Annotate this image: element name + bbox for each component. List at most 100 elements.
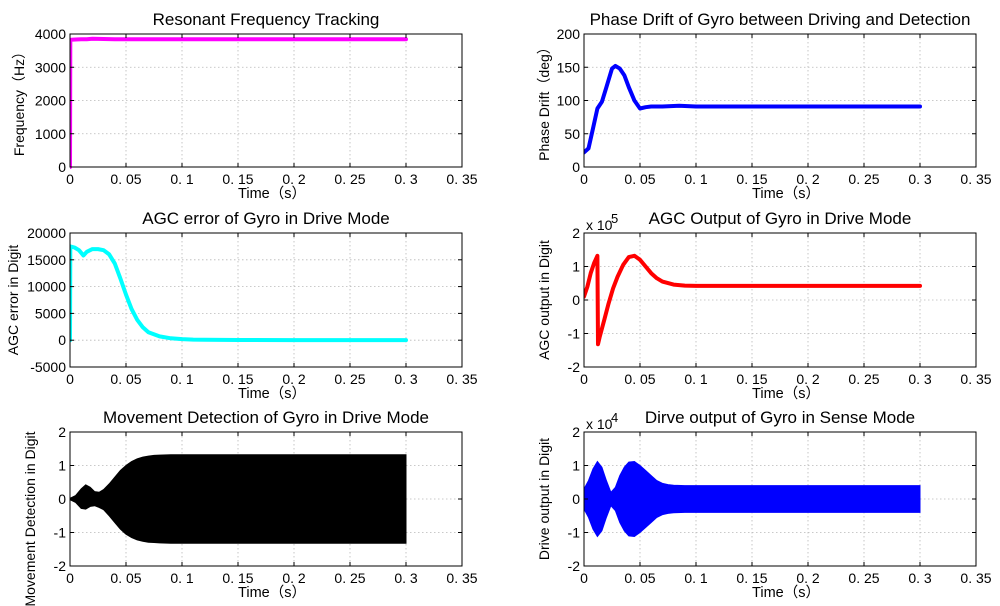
x-tick-label: 0. 15 xyxy=(736,371,767,387)
y-tick-label: -1 xyxy=(54,525,67,541)
y-tick-label: 20000 xyxy=(27,225,66,241)
y-tick-label: 0 xyxy=(572,491,580,507)
x-tick-label: 0. 25 xyxy=(334,570,365,586)
series-envelope xyxy=(70,454,407,544)
y-tick-label: 150 xyxy=(557,59,581,75)
chart-title: AGC Output of Gyro in Drive Mode xyxy=(649,209,912,228)
x-tick-label: 0. 35 xyxy=(960,171,991,187)
chart-3: 0 0. 05 0. 1 0. 15 0. 2 0. 25 0. 3 0. 35-500005… xyxy=(5,209,478,402)
x-tick-label: 0 xyxy=(580,570,588,586)
y-tick-label: 1000 xyxy=(35,126,66,142)
x-tick-label: 0. 2 xyxy=(796,171,820,187)
x-tick-label: 0. 15 xyxy=(222,371,253,387)
y-tick-label: 100 xyxy=(557,93,581,109)
y-tick-label: 3000 xyxy=(35,59,66,75)
x-axis-label: Time（s） xyxy=(238,185,306,202)
x-tick-label: 0. 35 xyxy=(446,570,477,586)
x-tick-label: 0. 1 xyxy=(684,371,708,387)
x-tick-label: 0. 3 xyxy=(394,171,418,187)
x-tick-label: 0. 05 xyxy=(624,171,655,187)
y-axis-label: AGC error in Digit xyxy=(5,245,21,356)
x-tick-label: 0. 05 xyxy=(110,171,141,187)
y-tick-label: 10000 xyxy=(27,279,66,295)
series-group xyxy=(584,460,921,538)
y-multiplier-label: x 10 xyxy=(586,217,613,233)
x-tick-label: 0 xyxy=(580,371,588,387)
x-tick-label: 0 xyxy=(66,371,74,387)
y-tick-label: 0 xyxy=(572,292,580,308)
x-tick-label: 0. 05 xyxy=(624,371,655,387)
series-group xyxy=(70,244,408,343)
series-line xyxy=(584,63,922,155)
series-group xyxy=(70,454,407,544)
x-tick-label: 0. 05 xyxy=(110,371,141,387)
x-tick-label: 0. 35 xyxy=(446,371,477,387)
series-group xyxy=(584,63,922,155)
x-tick-label: 0 xyxy=(580,171,588,187)
x-tick-label: 0. 25 xyxy=(848,171,879,187)
x-axis-label: Time（s） xyxy=(238,385,306,402)
chart-5: 0 0. 05 0. 1 0. 15 0. 2 0. 25 0. 3 0. 35 -2 -1 0 1 2… xyxy=(22,408,478,606)
y-tick-label: 0 xyxy=(58,159,66,175)
y-tick-label: 15000 xyxy=(27,252,66,268)
y-axis-label: Movement Detection in Digit xyxy=(22,431,38,606)
x-tick-label: 0. 2 xyxy=(282,171,306,187)
x-tick-label: 0. 15 xyxy=(222,570,253,586)
series-line xyxy=(70,36,408,169)
x-axis-label: Time（s） xyxy=(238,584,306,601)
chart-title: Movement Detection of Gyro in Drive Mode xyxy=(103,408,429,427)
y-tick-label: 50 xyxy=(564,126,580,142)
x-tick-label: 0. 15 xyxy=(736,171,767,187)
x-tick-label: 0. 1 xyxy=(170,371,194,387)
y-tick-label: -1 xyxy=(568,525,581,541)
y-axis-label: Frequency（Hz） xyxy=(11,45,27,156)
x-tick-label: 0. 05 xyxy=(110,570,141,586)
y-axis-label: Phase Drift（deg） xyxy=(536,40,552,161)
x-tick-label: 0. 35 xyxy=(960,570,991,586)
y-axis-label: Drive output in Digit xyxy=(536,438,552,560)
y-tick-label: 0 xyxy=(58,332,66,348)
x-tick-label: 0. 15 xyxy=(222,171,253,187)
y-exponent-label: 5 xyxy=(611,211,618,226)
series-group xyxy=(584,253,922,347)
x-tick-label: 0. 25 xyxy=(848,371,879,387)
x-tick-label: 0. 25 xyxy=(334,171,365,187)
x-tick-label: 0. 35 xyxy=(446,171,477,187)
x-tick-label: 0. 25 xyxy=(334,371,365,387)
x-tick-label: 0. 3 xyxy=(908,171,932,187)
chart-title: Resonant Frequency Tracking xyxy=(153,10,380,29)
plot-area xyxy=(70,233,462,367)
x-tick-label: 0. 1 xyxy=(170,171,194,187)
chart-4: 0 0. 05 0. 1 0. 15 0. 2 0. 25 0. 3 0. 35 -2 -1 0 1 2… xyxy=(536,209,992,402)
x-tick-label: 0. 1 xyxy=(170,570,194,586)
y-tick-label: -2 xyxy=(568,558,581,574)
x-axis-label: Time（s） xyxy=(752,584,820,601)
y-multiplier-label: x 10 xyxy=(586,416,613,432)
y-tick-label: 2 xyxy=(58,424,66,440)
chart-2: 0 0. 05 0. 1 0. 15 0. 2 0. 25 0. 3 0. 35 0 50 100 1… xyxy=(536,10,992,202)
x-axis-label: Time（s） xyxy=(752,185,820,202)
x-tick-label: 0. 3 xyxy=(394,371,418,387)
x-tick-label: 0. 3 xyxy=(394,570,418,586)
y-axis-label: AGC output in Digit xyxy=(536,240,552,360)
y-tick-label: -2 xyxy=(568,359,581,375)
y-tick-label: 200 xyxy=(557,26,581,42)
y-tick-label: 4000 xyxy=(35,26,66,42)
x-tick-label: 0. 15 xyxy=(736,570,767,586)
y-tick-label: 1 xyxy=(58,458,66,474)
y-tick-label: -1 xyxy=(568,326,581,342)
axes-frame xyxy=(69,232,463,368)
x-tick-label: 0. 2 xyxy=(796,570,820,586)
chart-title: Phase Drift of Gyro between Driving and … xyxy=(590,10,971,29)
chart-6: 0 0. 05 0. 1 0. 15 0. 2 0. 25 0. 3 0. 35 -2 -1 0 1 2… xyxy=(536,408,992,601)
x-tick-label: 0. 2 xyxy=(282,570,306,586)
x-tick-label: 0. 1 xyxy=(684,171,708,187)
x-tick-label: 0. 35 xyxy=(960,371,991,387)
series-envelope xyxy=(584,460,921,538)
chart-title: Dirve output of Gyro in Sense Mode xyxy=(645,408,915,427)
x-tick-label: 0 xyxy=(66,171,74,187)
x-tick-label: 0. 1 xyxy=(684,570,708,586)
y-tick-label: 1 xyxy=(572,259,580,275)
y-tick-label: 5000 xyxy=(35,305,66,321)
series-line xyxy=(584,253,922,347)
